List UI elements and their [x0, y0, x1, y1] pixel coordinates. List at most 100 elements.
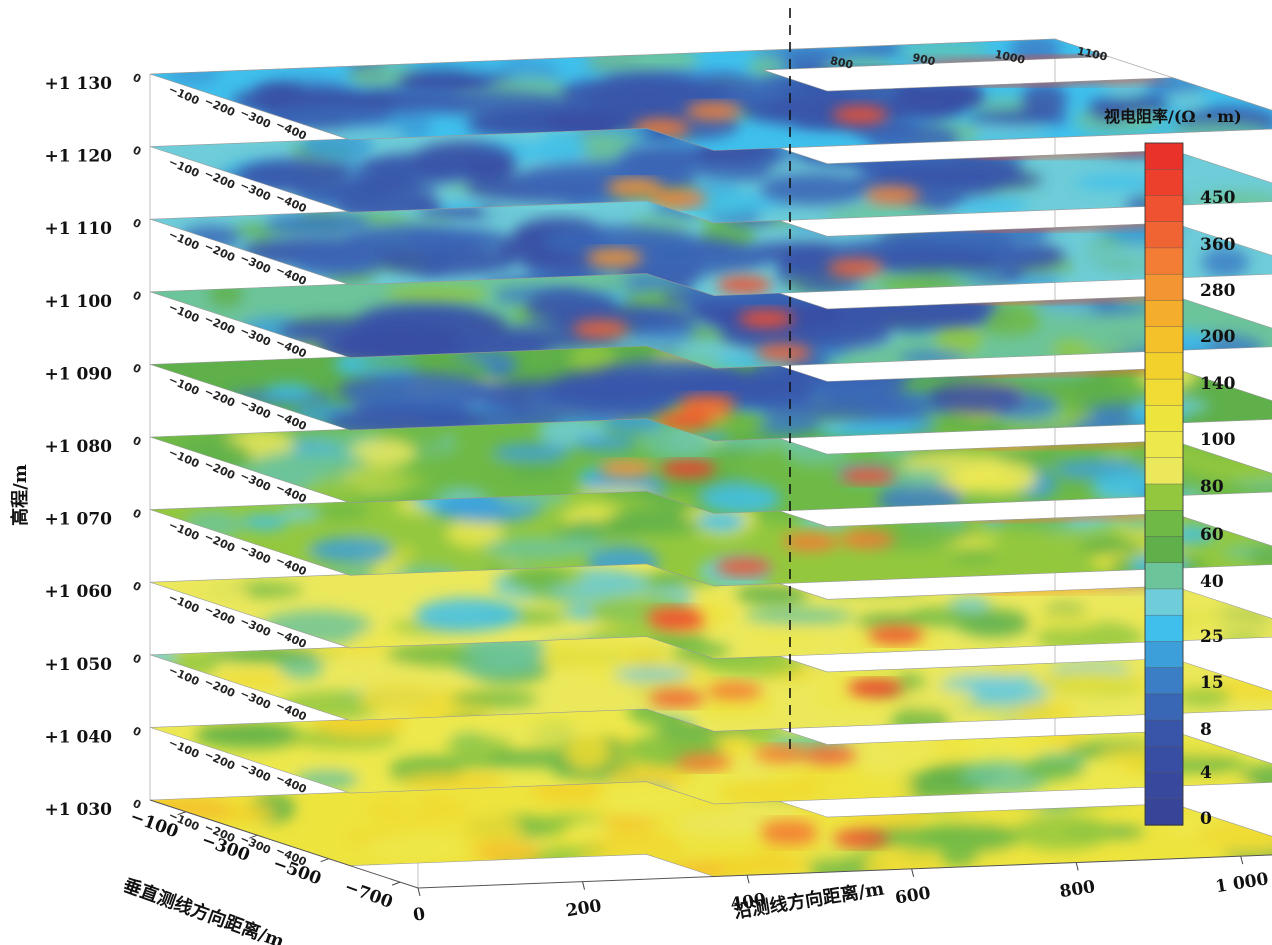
colorbar-swatch [1144, 483, 1184, 511]
resistivity-blob [357, 354, 469, 372]
slice-y-tick: 0 [131, 434, 144, 449]
colorbar-swatch [1144, 273, 1184, 302]
resistivity-blob [936, 473, 1036, 487]
resistivity-blob [1012, 814, 1112, 851]
resistivity-blob [949, 596, 991, 611]
resistivity-blob [877, 483, 964, 514]
colorbar-swatch [1144, 693, 1184, 721]
x-tick-label: 200 [565, 896, 603, 921]
resistivity-blob [1020, 83, 1068, 117]
x-tick-mark [582, 881, 586, 890]
slice-x-tick: 1000 [994, 48, 1027, 67]
elevation-tick-label: +1 030 [45, 800, 113, 820]
y-axis-title: 垂直测线方向距离/m [120, 874, 287, 945]
elevation-tick-label: +1 040 [45, 727, 113, 747]
resistivity-blob [1040, 301, 1098, 314]
x-tick-mark [1075, 862, 1079, 871]
colorbar-tick-label: 60 [1200, 525, 1224, 545]
resistivity-blob [817, 425, 919, 439]
low-resistivity-zone [514, 161, 695, 196]
high-resistivity-spot [649, 612, 706, 631]
colorbar-swatch [1144, 562, 1184, 590]
resistivity-blob [995, 511, 1076, 531]
y-tick-mark [249, 834, 258, 839]
colorbar-tick-label: 40 [1200, 572, 1224, 592]
resistivity-blob [744, 607, 854, 625]
resistivity-blob [1028, 611, 1100, 630]
resistivity-blob [1168, 88, 1207, 111]
y-tick-mark [177, 811, 186, 816]
elevation-tick-label: +1 100 [45, 292, 113, 312]
resistivity-blob [197, 721, 297, 741]
resistivity-blob [650, 630, 708, 643]
high-resistivity-spot [706, 681, 763, 700]
resistivity-blob [734, 583, 810, 606]
high-resistivity-spot [827, 258, 884, 277]
resistivity-blob [542, 856, 614, 869]
x-tick-mark [417, 887, 421, 897]
z-axis-title: 高程/m [9, 464, 31, 526]
x-tick-mark [746, 875, 750, 884]
x-tick-mark [1240, 856, 1244, 865]
resistivity-blob [364, 836, 463, 859]
resistivity-blob [1074, 173, 1163, 191]
resistivity-blob [890, 706, 950, 732]
y-tick-mark [320, 858, 329, 863]
resistivity-blob [537, 130, 587, 166]
colorbar-swatch [1144, 247, 1184, 275]
low-resistivity-zone [797, 146, 964, 167]
resistivity-blob [824, 203, 938, 224]
low-resistivity-zone [601, 76, 730, 105]
resistivity-blob [850, 813, 924, 827]
resistivity-blob [1013, 700, 1076, 724]
resistivity-blob [461, 815, 522, 848]
elevation-tick-label: +1 050 [45, 655, 113, 675]
low-resistivity-zone [337, 372, 495, 410]
y-tick-mark [391, 881, 401, 886]
resistivity-blob [904, 607, 978, 628]
low-resistivity-zone [270, 103, 393, 126]
low-resistivity-zone [880, 169, 1044, 190]
resistivity-blob [616, 742, 675, 761]
y-tick-label: −700 [342, 877, 396, 913]
resistivity-blob [569, 820, 611, 840]
colorbar-swatch [1144, 405, 1184, 433]
slice-x-tick: 900 [911, 51, 937, 69]
high-resistivity-spot [685, 102, 742, 121]
high-resistivity-spot [572, 319, 629, 338]
colorbar-tick-label: 80 [1200, 477, 1224, 497]
low-resistivity-zone [290, 246, 387, 278]
resistivity-blob [729, 797, 801, 824]
high-resistivity-spot [738, 309, 795, 328]
elevation-tick-label: +1 060 [45, 582, 113, 602]
resistivity-blob [167, 61, 220, 87]
resistivity-blob [384, 285, 489, 304]
resistivity-blob [551, 520, 645, 539]
colorbar-swatch [1144, 588, 1184, 616]
slice-outline [149, 38, 1272, 151]
elevation-tick-label: +1 130 [45, 74, 113, 94]
high-resistivity-spot [675, 753, 732, 772]
resistivity-blob [961, 706, 1030, 719]
elevation-tick-label: +1 070 [45, 510, 113, 530]
elevation-axis: +1 130 +1 120 +1 110 +1 100 +1 090 +1 080 +1 0… [45, 74, 113, 820]
low-resistivity-zone [893, 80, 983, 111]
high-resistivity-spot [839, 530, 896, 549]
resistivity-blob [399, 772, 509, 792]
elevation-tick-label: +1 090 [45, 364, 113, 384]
colorbar-tick-label: 8 [1200, 720, 1212, 740]
resistivity-blob [428, 455, 516, 491]
resistivity-blob [1083, 326, 1159, 355]
colorbar-swatch [1144, 746, 1184, 774]
x-tick-label: 800 [1058, 877, 1096, 902]
colorbar-tick-label: 25 [1200, 627, 1224, 647]
colorbar-tick-label: 450 [1200, 188, 1236, 208]
base-axis-lines [149, 799, 1272, 889]
low-resistivity-zone [544, 368, 684, 407]
resistivity-blob [934, 320, 984, 356]
low-resistivity-zone [854, 246, 997, 271]
low-resistivity-zone [361, 153, 473, 186]
colorbar-tick-label: 360 [1200, 235, 1236, 255]
colorbar-tick-label: 200 [1200, 327, 1236, 347]
